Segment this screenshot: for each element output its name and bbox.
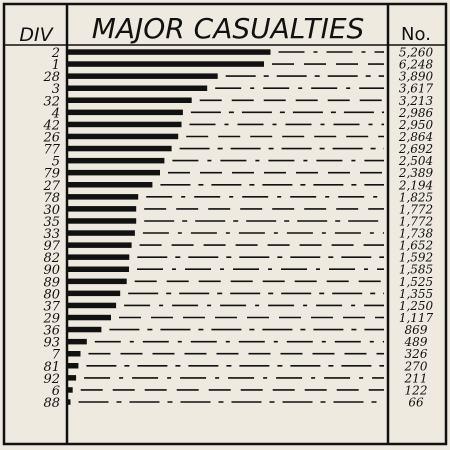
outer-frame [2,2,448,446]
value-label: 326 [405,347,428,361]
bar [68,206,137,212]
category-label: 33 [43,227,60,242]
category-label: 35 [43,215,60,230]
category-label: 78 [43,191,60,206]
category-label: 2 [51,46,60,61]
category-label: 90 [43,263,60,278]
value-label: 2,986 [398,106,434,120]
bar [68,375,77,381]
bar [68,338,87,345]
category-label: 7 [52,348,61,363]
bar [68,351,81,357]
value-header: No. [401,24,431,45]
value-label: 2,864 [398,130,433,144]
value-label: 1,825 [399,190,433,204]
category-label: 93 [43,336,60,351]
category-label: 3 [52,82,60,97]
value-label: 1,117 [399,311,434,325]
value-label: 1,250 [399,299,434,313]
bar [68,302,117,309]
value-label: 2,692 [398,142,433,156]
chart-marks: 2 5,260 1 6,248 28 3,890 3 3,617 32 3,213 4 2,986 42… [42,46,433,412]
value-label: 122 [405,383,428,397]
category-label: 36 [43,324,60,339]
category-label: 4 [51,106,60,121]
value-label: 2,950 [398,118,434,132]
category-label: 80 [43,287,60,302]
bar [68,121,182,128]
category-label: 1 [52,58,60,73]
bar [68,133,179,140]
category-label: 29 [42,312,60,327]
category-label: 32 [43,94,60,109]
value-label: 1,525 [399,275,433,289]
value-label: 869 [405,323,428,337]
category-label: 37 [43,299,60,314]
value-label: 1,592 [399,251,433,265]
value-label: 2,194 [398,178,433,192]
bar [68,109,183,116]
value-label: 2,389 [398,166,434,180]
bar [68,194,139,200]
category-label: 92 [43,372,60,387]
bar [68,290,121,297]
chart-title: MAJOR CASUALTIES [92,12,365,45]
bar [68,314,111,321]
bar [68,157,165,164]
category-header: DIV [19,24,54,46]
value-label: 1,652 [399,239,433,253]
category-label: 30 [43,203,60,218]
value-label: 1,585 [399,263,433,277]
value-label: 1,772 [399,215,433,229]
category-label: 82 [43,251,60,266]
category-label: 42 [42,118,60,133]
bar [68,326,102,333]
bar [68,387,73,393]
value-label: 3,617 [399,82,434,96]
category-label: 81 [43,360,60,375]
bar [68,218,137,224]
value-label: 3,890 [399,70,434,84]
bar [68,230,135,236]
category-label: 5 [52,155,60,170]
value-label: 211 [404,371,428,385]
bar [68,97,192,103]
value-label: 3,213 [399,94,434,108]
bar [68,254,130,260]
category-label: 77 [43,143,60,158]
bar [68,278,127,285]
bar [68,242,132,248]
bar [68,145,172,152]
bar [68,182,153,188]
bar [68,169,160,176]
category-label: 26 [42,131,60,146]
bar [68,49,271,55]
value-label: 1,738 [399,227,434,241]
value-label: 2,504 [398,154,433,168]
category-label: 97 [43,239,60,254]
category-label: 27 [42,179,60,194]
value-label: 66 [408,396,424,410]
bar [68,61,264,67]
category-label: 28 [42,70,60,85]
bar [68,85,208,91]
category-label: 89 [43,275,60,290]
value-label: 6,248 [399,58,434,72]
bar [68,73,218,79]
value-label: 270 [404,359,428,373]
value-label: 1,355 [399,287,433,301]
value-label: 1,772 [399,202,433,216]
category-label: 79 [43,167,60,182]
category-label: 6 [52,384,60,399]
category-label: 88 [43,396,60,411]
bar [68,399,71,405]
bar [68,266,129,272]
value-label: 489 [404,335,428,349]
value-label: 5,260 [399,46,434,60]
bar [68,363,79,369]
